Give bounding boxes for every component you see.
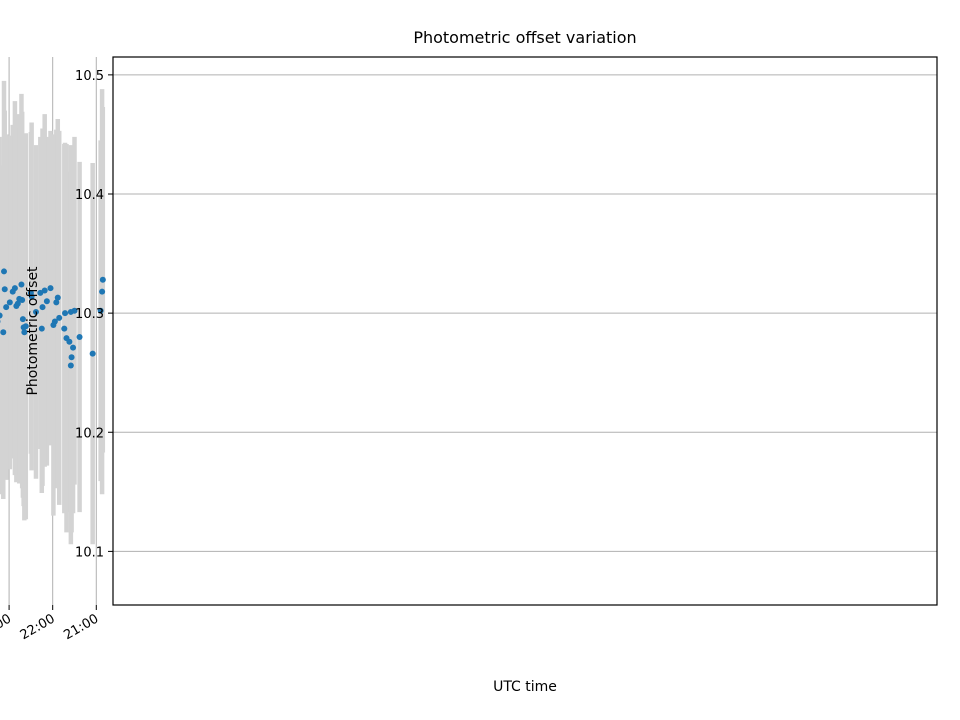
data-point (37, 289, 44, 296)
data-point (16, 295, 23, 302)
data-point (54, 294, 61, 301)
x-axis-label: UTC time (493, 679, 557, 695)
data-point (38, 325, 45, 332)
data-point (27, 289, 34, 296)
data-point (32, 308, 39, 315)
data-point (76, 333, 83, 340)
y-axis-label: Photometric offset (25, 266, 41, 396)
data-point (53, 299, 60, 306)
data-point (67, 362, 74, 369)
data-point (9, 288, 16, 295)
data-point (13, 302, 20, 309)
data-point (43, 298, 50, 305)
y-axis-ticks: 10.1 10.2 10.3 10.4 10.5 (75, 69, 113, 560)
data-point (97, 307, 104, 314)
data-point (70, 344, 77, 351)
chart-title: Photometric offset variation (413, 28, 636, 47)
data-point (47, 285, 54, 292)
y-tick-label: 10.4 (75, 188, 104, 203)
data-point (6, 299, 13, 306)
data-point (61, 325, 68, 332)
y-tick-label: 10.2 (75, 426, 104, 441)
data-points (0, 268, 106, 369)
data-point (62, 310, 69, 317)
data-point (1, 286, 8, 293)
data-point (89, 350, 96, 357)
data-point (19, 316, 26, 323)
y-tick-label: 10.5 (75, 69, 104, 84)
data-point (0, 312, 3, 319)
data-point (3, 304, 10, 311)
data-point (99, 276, 106, 283)
plot-frame (112, 56, 938, 606)
data-point (63, 335, 70, 342)
data-point (67, 308, 74, 315)
data-point (0, 329, 7, 336)
y-tick-label: 10.3 (75, 307, 104, 322)
data-point (20, 324, 27, 331)
data-point (68, 354, 75, 361)
data-point (1, 268, 8, 275)
data-point (56, 314, 63, 321)
data-point (21, 329, 28, 336)
data-point (18, 281, 25, 288)
data-point (50, 322, 57, 329)
data-point (99, 288, 106, 295)
y-tick-label: 10.1 (75, 545, 104, 560)
data-point (39, 304, 46, 311)
